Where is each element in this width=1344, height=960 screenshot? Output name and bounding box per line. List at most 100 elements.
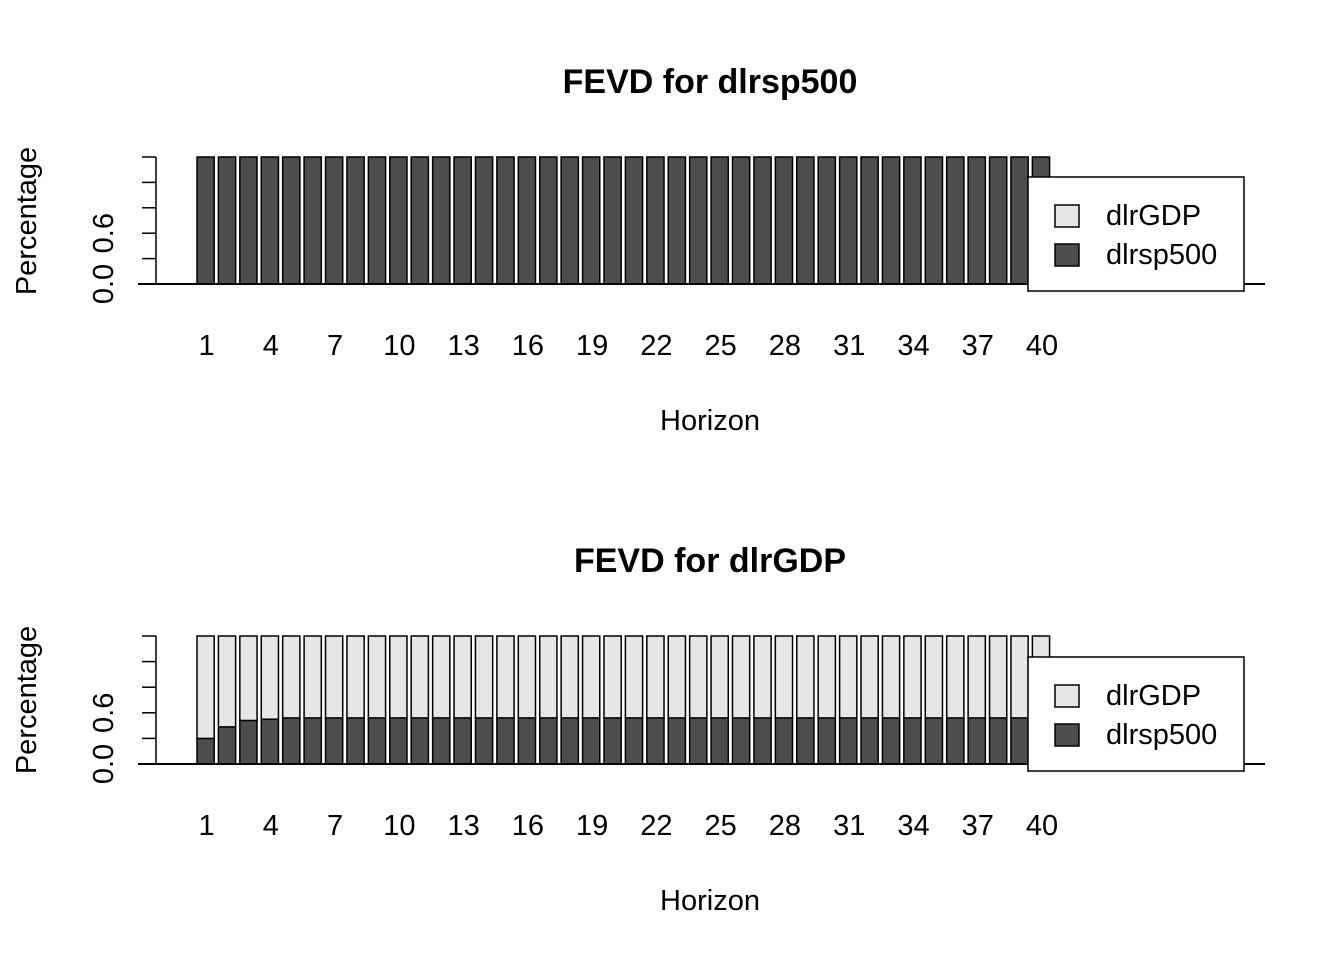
- bar-dlrGDP: [453, 635, 472, 719]
- bar-dlrGDP: [817, 635, 837, 719]
- bar-dlrGDP: [903, 635, 922, 719]
- bar-dlrGDP: [431, 635, 451, 719]
- x-tick-label: 1: [199, 330, 215, 362]
- bar-dlrGDP: [603, 635, 622, 719]
- bar-dlrsp500: [239, 719, 258, 765]
- x-tick-label: 19: [576, 330, 608, 362]
- bar-dlrGDP: [346, 635, 365, 719]
- bar-dlrsp500: [581, 156, 601, 285]
- bar-dlrGDP: [260, 635, 280, 720]
- bar-dlrGDP: [1010, 635, 1029, 719]
- bar-dlrsp500: [217, 726, 237, 765]
- bar-dlrsp500: [924, 156, 944, 285]
- bar-dlrsp500: [903, 717, 922, 765]
- bar-dlrGDP: [838, 635, 858, 719]
- bar-dlrsp500: [731, 717, 751, 765]
- bar-dlrsp500: [817, 156, 837, 285]
- bar-dlrsp500: [646, 156, 665, 285]
- bar-dlrsp500: [303, 717, 323, 765]
- bar-dlrsp500: [346, 717, 365, 765]
- bar-dlrsp500: [667, 156, 687, 285]
- bar-dlrGDP: [646, 635, 665, 719]
- bar-dlrGDP: [967, 635, 987, 719]
- x-tick-label: 13: [448, 810, 480, 842]
- bar-dlrGDP: [410, 635, 430, 719]
- x-tick-label: 28: [769, 330, 801, 362]
- y-axis-label: Percentage: [11, 626, 43, 774]
- x-tick-label: 40: [1026, 330, 1058, 362]
- bar-dlrsp500: [367, 717, 387, 765]
- bar-dlrsp500: [817, 717, 837, 765]
- bar-dlrGDP: [796, 635, 815, 719]
- bar-dlrsp500: [196, 737, 215, 765]
- bar-dlrsp500: [389, 156, 408, 285]
- bar-dlrsp500: [646, 717, 665, 765]
- x-tick-label: 16: [512, 330, 544, 362]
- bar-dlrsp500: [196, 156, 215, 285]
- bar-dlrGDP: [538, 635, 558, 719]
- bar-dlrsp500: [967, 717, 987, 765]
- bar-dlrsp500: [217, 156, 237, 285]
- y-axis-label: Percentage: [11, 147, 43, 295]
- x-tick-label: 34: [897, 810, 929, 842]
- x-tick-label: 4: [263, 330, 279, 362]
- x-tick-label: 10: [383, 330, 415, 362]
- bar-dlrGDP: [196, 635, 215, 740]
- bar-dlrsp500: [346, 156, 365, 285]
- bar-dlrsp500: [860, 717, 879, 765]
- bar-dlrsp500: [924, 717, 944, 765]
- bar-dlrsp500: [260, 156, 280, 285]
- bar-dlrGDP: [496, 635, 515, 719]
- bar-dlrsp500: [1010, 156, 1029, 285]
- x-tick-label: 34: [897, 330, 929, 362]
- legend-box: [1027, 176, 1245, 292]
- bar-dlrsp500: [988, 717, 1008, 765]
- x-tick-label: 1: [199, 810, 215, 842]
- bar-dlrGDP: [474, 635, 494, 719]
- bar-dlrGDP: [624, 635, 644, 719]
- bar-dlrsp500: [281, 717, 301, 765]
- bar-dlrsp500: [431, 156, 451, 285]
- bar-dlrsp500: [753, 717, 772, 765]
- x-axis-ticks: 1 4 7 10 13 16 19 22 25 28 31 34 37 40: [199, 810, 1059, 842]
- legend: dlrGDP dlrsp500: [1027, 656, 1245, 772]
- bar-dlrGDP: [217, 635, 237, 728]
- legend-swatch-dlrsp500: [1054, 243, 1080, 267]
- bar-dlrsp500: [945, 156, 965, 285]
- bar-dlrsp500: [474, 717, 494, 765]
- x-axis-label: Horizon: [660, 405, 760, 437]
- bar-dlrGDP: [281, 635, 301, 719]
- bar-dlrsp500: [453, 717, 472, 765]
- bar-dlrsp500: [624, 156, 644, 285]
- bar-dlrGDP: [710, 635, 730, 719]
- x-axis-label: Horizon: [660, 885, 760, 917]
- bar-dlrsp500: [560, 156, 580, 285]
- bar-dlrsp500: [389, 717, 408, 765]
- bar-dlrsp500: [796, 717, 815, 765]
- x-tick-label: 31: [833, 810, 865, 842]
- bar-dlrsp500: [538, 717, 558, 765]
- bar-dlrsp500: [710, 717, 730, 765]
- bar-dlrsp500: [881, 156, 901, 285]
- bar-dlrsp500: [474, 156, 494, 285]
- y-tick-label: 0.6: [88, 693, 120, 733]
- bar-dlrGDP: [753, 635, 772, 719]
- bar-dlrsp500: [945, 717, 965, 765]
- bar-dlrGDP: [774, 635, 794, 719]
- y-tick-label: 0.6: [88, 213, 120, 253]
- bar-dlrsp500: [581, 717, 601, 765]
- bar-dlrGDP: [860, 635, 879, 719]
- legend-swatch-dlrGDP: [1054, 684, 1080, 708]
- legend: dlrGDP dlrsp500: [1027, 176, 1245, 292]
- bar-dlrsp500: [603, 717, 622, 765]
- legend-box: [1027, 656, 1245, 772]
- bar-dlrsp500: [903, 156, 922, 285]
- bar-dlrsp500: [367, 156, 387, 285]
- bar-dlrsp500: [774, 717, 794, 765]
- bar-dlrsp500: [239, 156, 258, 285]
- legend-label-dlrsp500: dlrsp500: [1106, 719, 1217, 751]
- bar-dlrsp500: [881, 717, 901, 765]
- bar-dlrsp500: [667, 717, 687, 765]
- bar-dlrGDP: [688, 635, 708, 719]
- bar-dlrsp500: [538, 156, 558, 285]
